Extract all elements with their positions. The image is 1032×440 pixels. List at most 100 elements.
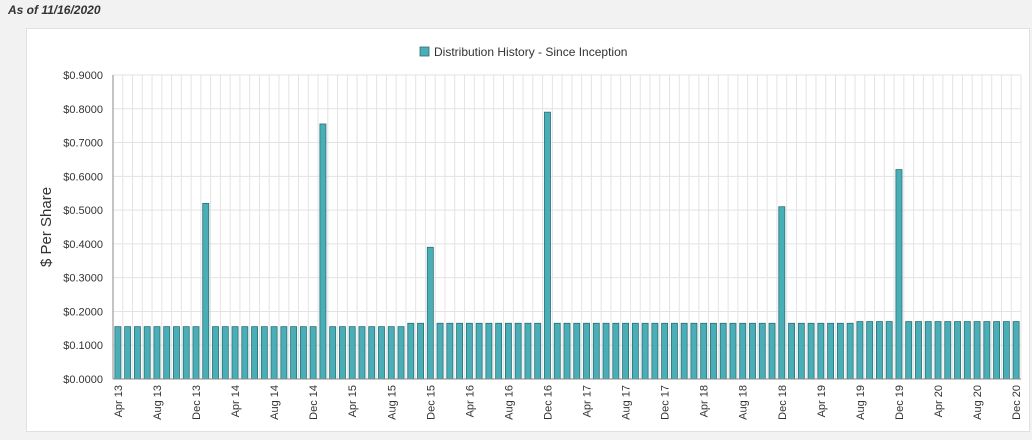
bar [387, 326, 395, 380]
bar [290, 326, 298, 380]
x-tick-label: Dec 15 [425, 385, 437, 420]
x-tick-label: Dec 18 [777, 385, 789, 420]
bar [993, 321, 1001, 380]
bar [124, 326, 132, 380]
bar [973, 321, 981, 380]
bar [622, 322, 630, 380]
bar [866, 321, 874, 380]
x-tick-label: Aug 13 [152, 385, 164, 420]
y-tick-label: $0.9000 [63, 70, 103, 82]
bar [846, 322, 854, 380]
bar [934, 321, 942, 380]
bar [661, 322, 669, 380]
distribution-chart: $0.0000 $0.1000 $0.2000 $0.3000 $0.4000 $0.50… [38, 45, 1023, 420]
bar [202, 202, 210, 380]
bar [836, 322, 844, 380]
y-tick-labels: $0.0000 $0.1000 $0.2000 $0.3000 $0.4000 $0.50… [63, 70, 103, 386]
bar [710, 322, 717, 380]
bar [895, 169, 903, 380]
bar [885, 321, 893, 380]
bar [475, 322, 483, 380]
y-tick-label: $0.4000 [63, 239, 103, 251]
x-tick-label: Apr 18 [699, 385, 711, 417]
bar [514, 322, 522, 380]
bar [719, 322, 727, 380]
bar [348, 326, 356, 380]
bar [768, 322, 776, 380]
legend-swatch[interactable] [419, 46, 430, 57]
legend-label[interactable]: Distribution History - Since Inception [434, 45, 627, 59]
bar [573, 322, 581, 380]
bar [231, 326, 239, 380]
bar [173, 326, 180, 380]
bar [915, 321, 922, 380]
y-tick-label: $0.7000 [63, 138, 103, 150]
bar [954, 321, 961, 380]
bar [876, 321, 883, 380]
bar [690, 322, 698, 380]
bar [299, 326, 307, 380]
bar [280, 326, 288, 380]
y-tick-label: $0.5000 [63, 205, 103, 217]
bar [143, 326, 151, 380]
bar [778, 206, 786, 380]
x-tick-label: Dec 16 [542, 385, 554, 420]
bars [114, 111, 1020, 380]
bar [1002, 321, 1010, 380]
y-tick-label: $0.1000 [63, 340, 103, 352]
bar [133, 326, 141, 380]
x-tick-label: Apr 14 [230, 385, 242, 417]
bar [465, 322, 473, 380]
y-axis-title: $ Per Share [38, 187, 55, 267]
bar [583, 322, 590, 380]
x-tick-label: Dec 13 [191, 385, 203, 420]
bar [641, 322, 649, 380]
bar [963, 321, 971, 380]
bar [592, 322, 600, 380]
x-tick-label: Aug 16 [503, 385, 515, 420]
bar [358, 326, 366, 380]
bar [797, 322, 805, 380]
y-tick-label: $0.2000 [63, 306, 103, 318]
bar [983, 321, 991, 380]
bar [212, 326, 219, 380]
bar [739, 322, 747, 380]
y-tick-label: $0.8000 [63, 104, 103, 116]
bar [729, 322, 737, 380]
bar [700, 322, 708, 380]
x-tick-label: Aug 14 [269, 385, 281, 420]
bar [544, 111, 551, 380]
bar [602, 322, 610, 380]
bar [436, 322, 444, 380]
x-tick-label: Apr 17 [582, 385, 594, 417]
bar [319, 123, 327, 380]
x-tick-label: Dec 14 [308, 385, 320, 420]
bar [407, 322, 415, 380]
grid-lines [112, 74, 1022, 380]
x-tick-label: Apr 20 [933, 385, 945, 417]
bar [758, 322, 766, 380]
bar [563, 322, 571, 380]
axes [112, 75, 1021, 380]
bar [485, 322, 493, 380]
bar [788, 322, 795, 380]
x-tick-label: Dec 20 [1011, 385, 1023, 420]
bar [456, 322, 464, 380]
bar [495, 322, 503, 380]
x-tick-label: Aug 18 [738, 385, 750, 420]
bar [680, 322, 688, 380]
x-tick-label: Aug 15 [386, 385, 398, 420]
bar [534, 322, 542, 380]
chart-panel: $0.0000 $0.1000 $0.2000 $0.3000 $0.4000 $0.50… [26, 28, 1030, 432]
bar [163, 326, 171, 380]
x-tick-label: Aug 17 [621, 385, 633, 420]
bar [827, 322, 835, 380]
bar [749, 322, 756, 380]
bar [651, 322, 659, 380]
bar [339, 326, 346, 380]
bar [924, 321, 932, 380]
y-tick-label: $0.3000 [63, 273, 103, 285]
x-tick-label: Aug 19 [855, 385, 867, 420]
bar [807, 322, 815, 380]
bar [153, 326, 161, 380]
